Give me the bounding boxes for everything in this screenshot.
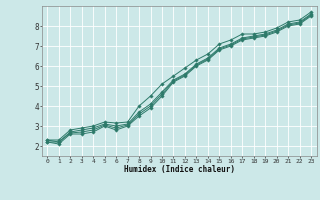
X-axis label: Humidex (Indice chaleur): Humidex (Indice chaleur) — [124, 165, 235, 174]
